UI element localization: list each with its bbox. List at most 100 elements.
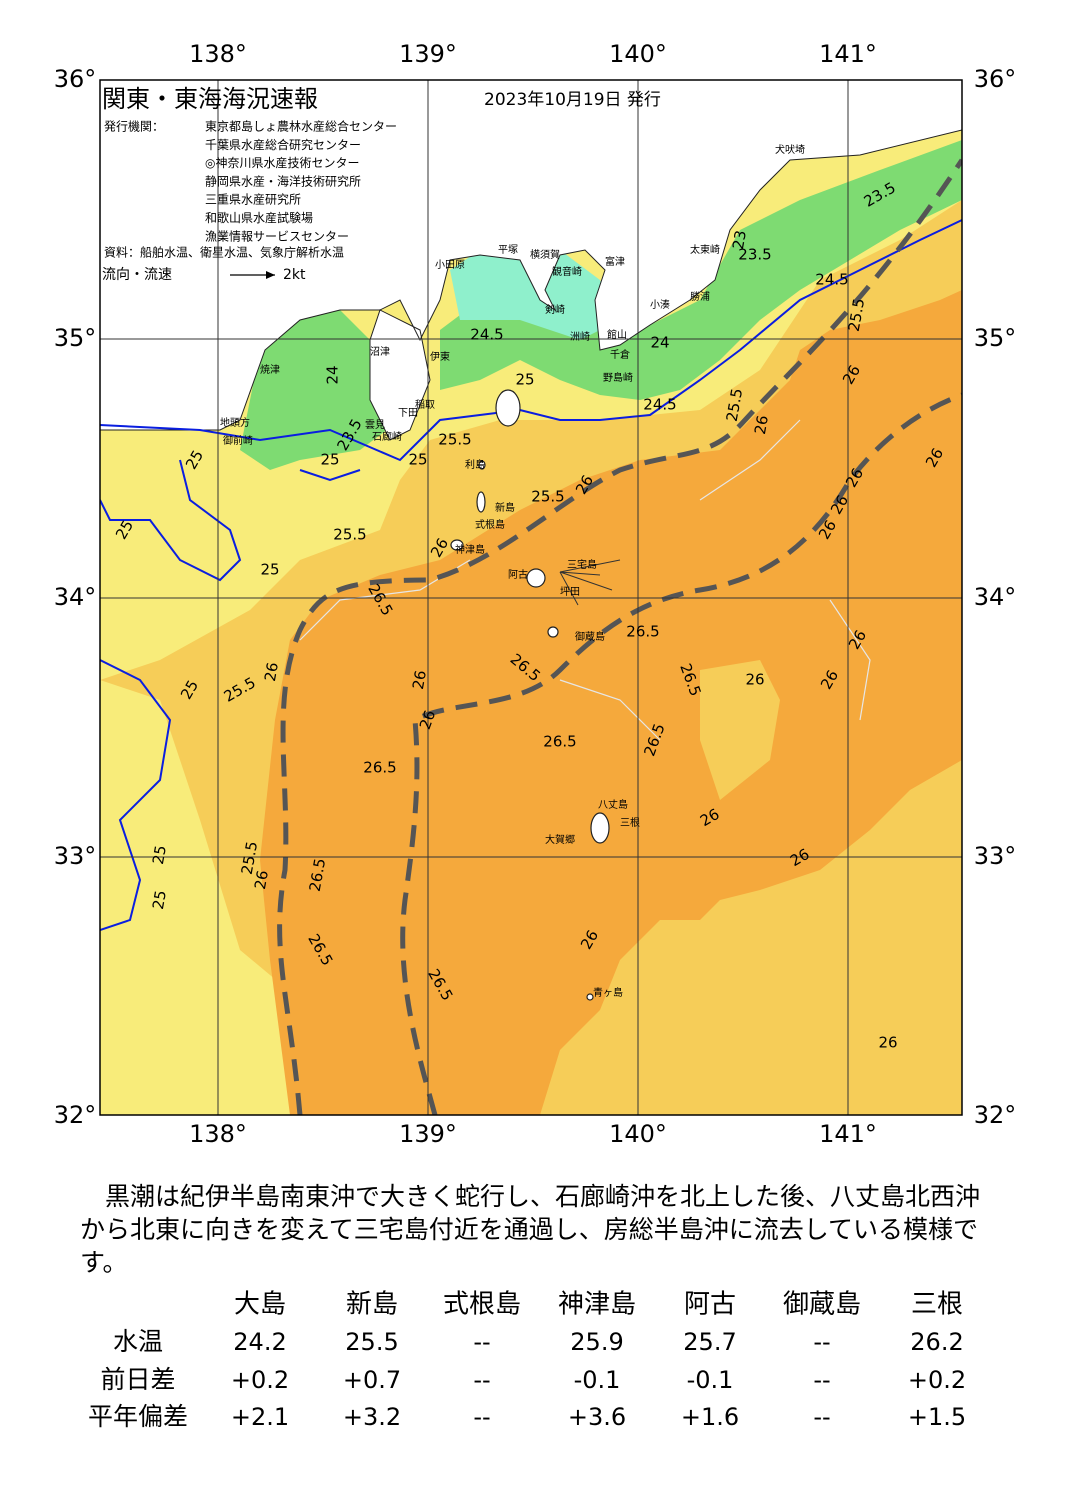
place-name: 稲取 xyxy=(415,399,435,411)
island xyxy=(586,993,594,1001)
map-frame xyxy=(99,79,963,1116)
lat-label-left: 36° xyxy=(54,65,97,93)
island xyxy=(450,539,464,551)
place-name: 青ヶ島 xyxy=(593,986,623,999)
issue-date: 2023年10月19日 発行 xyxy=(484,90,661,110)
legend-speed: 2kt xyxy=(283,267,306,283)
table-cell: 24.2 xyxy=(233,1328,286,1356)
island xyxy=(526,568,546,588)
table-cell: +1.6 xyxy=(681,1403,739,1431)
contour-label: 26 xyxy=(416,708,439,732)
table-cell: +0.2 xyxy=(908,1366,966,1394)
lon-label-bottom: 139° xyxy=(399,1120,457,1148)
issuer: 漁業情報サービスセンター xyxy=(205,229,349,243)
issuer: 東京都島しょ農林水産総合センター xyxy=(205,119,397,134)
contour-label: 24.5 xyxy=(470,326,503,344)
contour-label: 26.5 xyxy=(543,733,576,751)
table-cell: +3.2 xyxy=(343,1403,401,1431)
lat-label-right: 34° xyxy=(974,583,1017,611)
place-name: 沼津 xyxy=(370,345,390,358)
lat-label-right: 35° xyxy=(974,324,1017,352)
place-name: 下田 xyxy=(398,408,418,419)
place-name: 観音崎 xyxy=(552,265,582,278)
island xyxy=(547,626,559,638)
island xyxy=(590,812,610,844)
sea-cold xyxy=(450,80,880,340)
table-header: 神津島 xyxy=(558,1290,636,1320)
contour-label: 25 xyxy=(149,889,170,911)
place-name: 富津 xyxy=(605,255,625,268)
place-name: 地頭方 xyxy=(220,416,250,429)
table-cell: 26.2 xyxy=(910,1328,963,1356)
table-header: 御蔵島 xyxy=(783,1290,861,1320)
sea-warm-patch xyxy=(700,660,940,1115)
place-name: 伊東 xyxy=(430,350,450,363)
place-name: 剣崎 xyxy=(545,303,565,316)
issuer: 千葉県水産総合研究センター xyxy=(205,137,361,152)
table-cell: -- xyxy=(813,1403,830,1431)
contour-label: 26 xyxy=(261,661,282,683)
lon-label-top: 141° xyxy=(819,40,877,68)
place-name: 御前崎 xyxy=(223,434,253,447)
lon-label-bottom: 138° xyxy=(189,1120,247,1148)
contour-label: 25.5 xyxy=(238,840,262,876)
contour-label: 26 xyxy=(251,869,272,891)
table-cell: -- xyxy=(473,1403,490,1431)
table-cell: +2.1 xyxy=(231,1403,289,1431)
contour-label: 25 xyxy=(260,561,279,579)
contour-label: 25 xyxy=(515,371,534,389)
place-name: 坪田 xyxy=(560,585,580,598)
lon-label-bottom: 141° xyxy=(819,1120,877,1148)
data-source: 資料：船舶水温、衛星水温、気象庁解析水温 xyxy=(104,245,344,260)
issuer: 和歌山県水産試験場 xyxy=(205,210,313,225)
place-name: 勝浦 xyxy=(690,290,710,303)
sea-cool xyxy=(240,140,962,470)
table-header: 式根島 xyxy=(443,1290,521,1320)
place-name: 雲見 xyxy=(365,419,385,431)
contour-label: 26.5 xyxy=(363,759,396,777)
place-name: 三宅島 xyxy=(567,558,597,571)
contour-label: 24.5 xyxy=(643,396,676,414)
lon-label-bottom: 140° xyxy=(609,1120,667,1148)
place-name: 犬吠埼 xyxy=(775,143,805,156)
contour-label: 24 xyxy=(650,334,669,352)
table-cell: 25.9 xyxy=(570,1328,623,1356)
current-arrow xyxy=(559,559,621,606)
contour-line xyxy=(100,219,962,931)
place-name: 平塚 xyxy=(498,244,518,256)
contour-label: 25.5 xyxy=(723,387,747,423)
lat-label-left: 35° xyxy=(54,324,97,352)
contour-label: 24 xyxy=(324,365,342,384)
issuer-label: 発行機関： xyxy=(104,119,164,134)
place-name: 御蔵島 xyxy=(575,630,605,643)
table-cell: +3.6 xyxy=(568,1403,626,1431)
contour-label: 26 xyxy=(409,669,430,691)
place-name: 大賀郷 xyxy=(545,833,575,846)
lon-label-top: 139° xyxy=(399,40,457,68)
contour-label: 26.5 xyxy=(306,857,330,893)
table-cell: -- xyxy=(473,1328,490,1356)
kuroshio-axis xyxy=(277,158,962,1115)
contour-label: 26.5 xyxy=(626,623,659,641)
place-name: 千倉 xyxy=(610,348,630,361)
place-name: 小湊 xyxy=(650,298,670,311)
place-name: 小田原 xyxy=(435,259,465,271)
contour-label: 26 xyxy=(751,414,772,436)
map-title: 関東・東海海況速報 xyxy=(102,85,318,113)
place-name: 神津島 xyxy=(455,543,485,556)
place-name: 館山 xyxy=(607,328,627,341)
summary: 黒潮は紀伊半島南東沖で大きく蛇行し、石廊崎沖を北上した後、八丈島北西沖から北東に… xyxy=(80,1182,981,1277)
place-name: 焼津 xyxy=(260,364,280,376)
table-cell: -0.1 xyxy=(574,1366,621,1394)
contour-label: 25.5 xyxy=(333,526,366,544)
islands xyxy=(450,389,610,1001)
place-name: 横須賀 xyxy=(530,248,560,261)
table-cell: +1.5 xyxy=(908,1403,966,1431)
table-header: 新島 xyxy=(346,1290,398,1320)
contour-label: 25.5 xyxy=(845,297,869,333)
island xyxy=(478,460,486,470)
contour-label: 24.5 xyxy=(815,271,848,289)
place-name: 石廊崎 xyxy=(372,430,402,443)
table-header: 三根 xyxy=(911,1290,963,1320)
